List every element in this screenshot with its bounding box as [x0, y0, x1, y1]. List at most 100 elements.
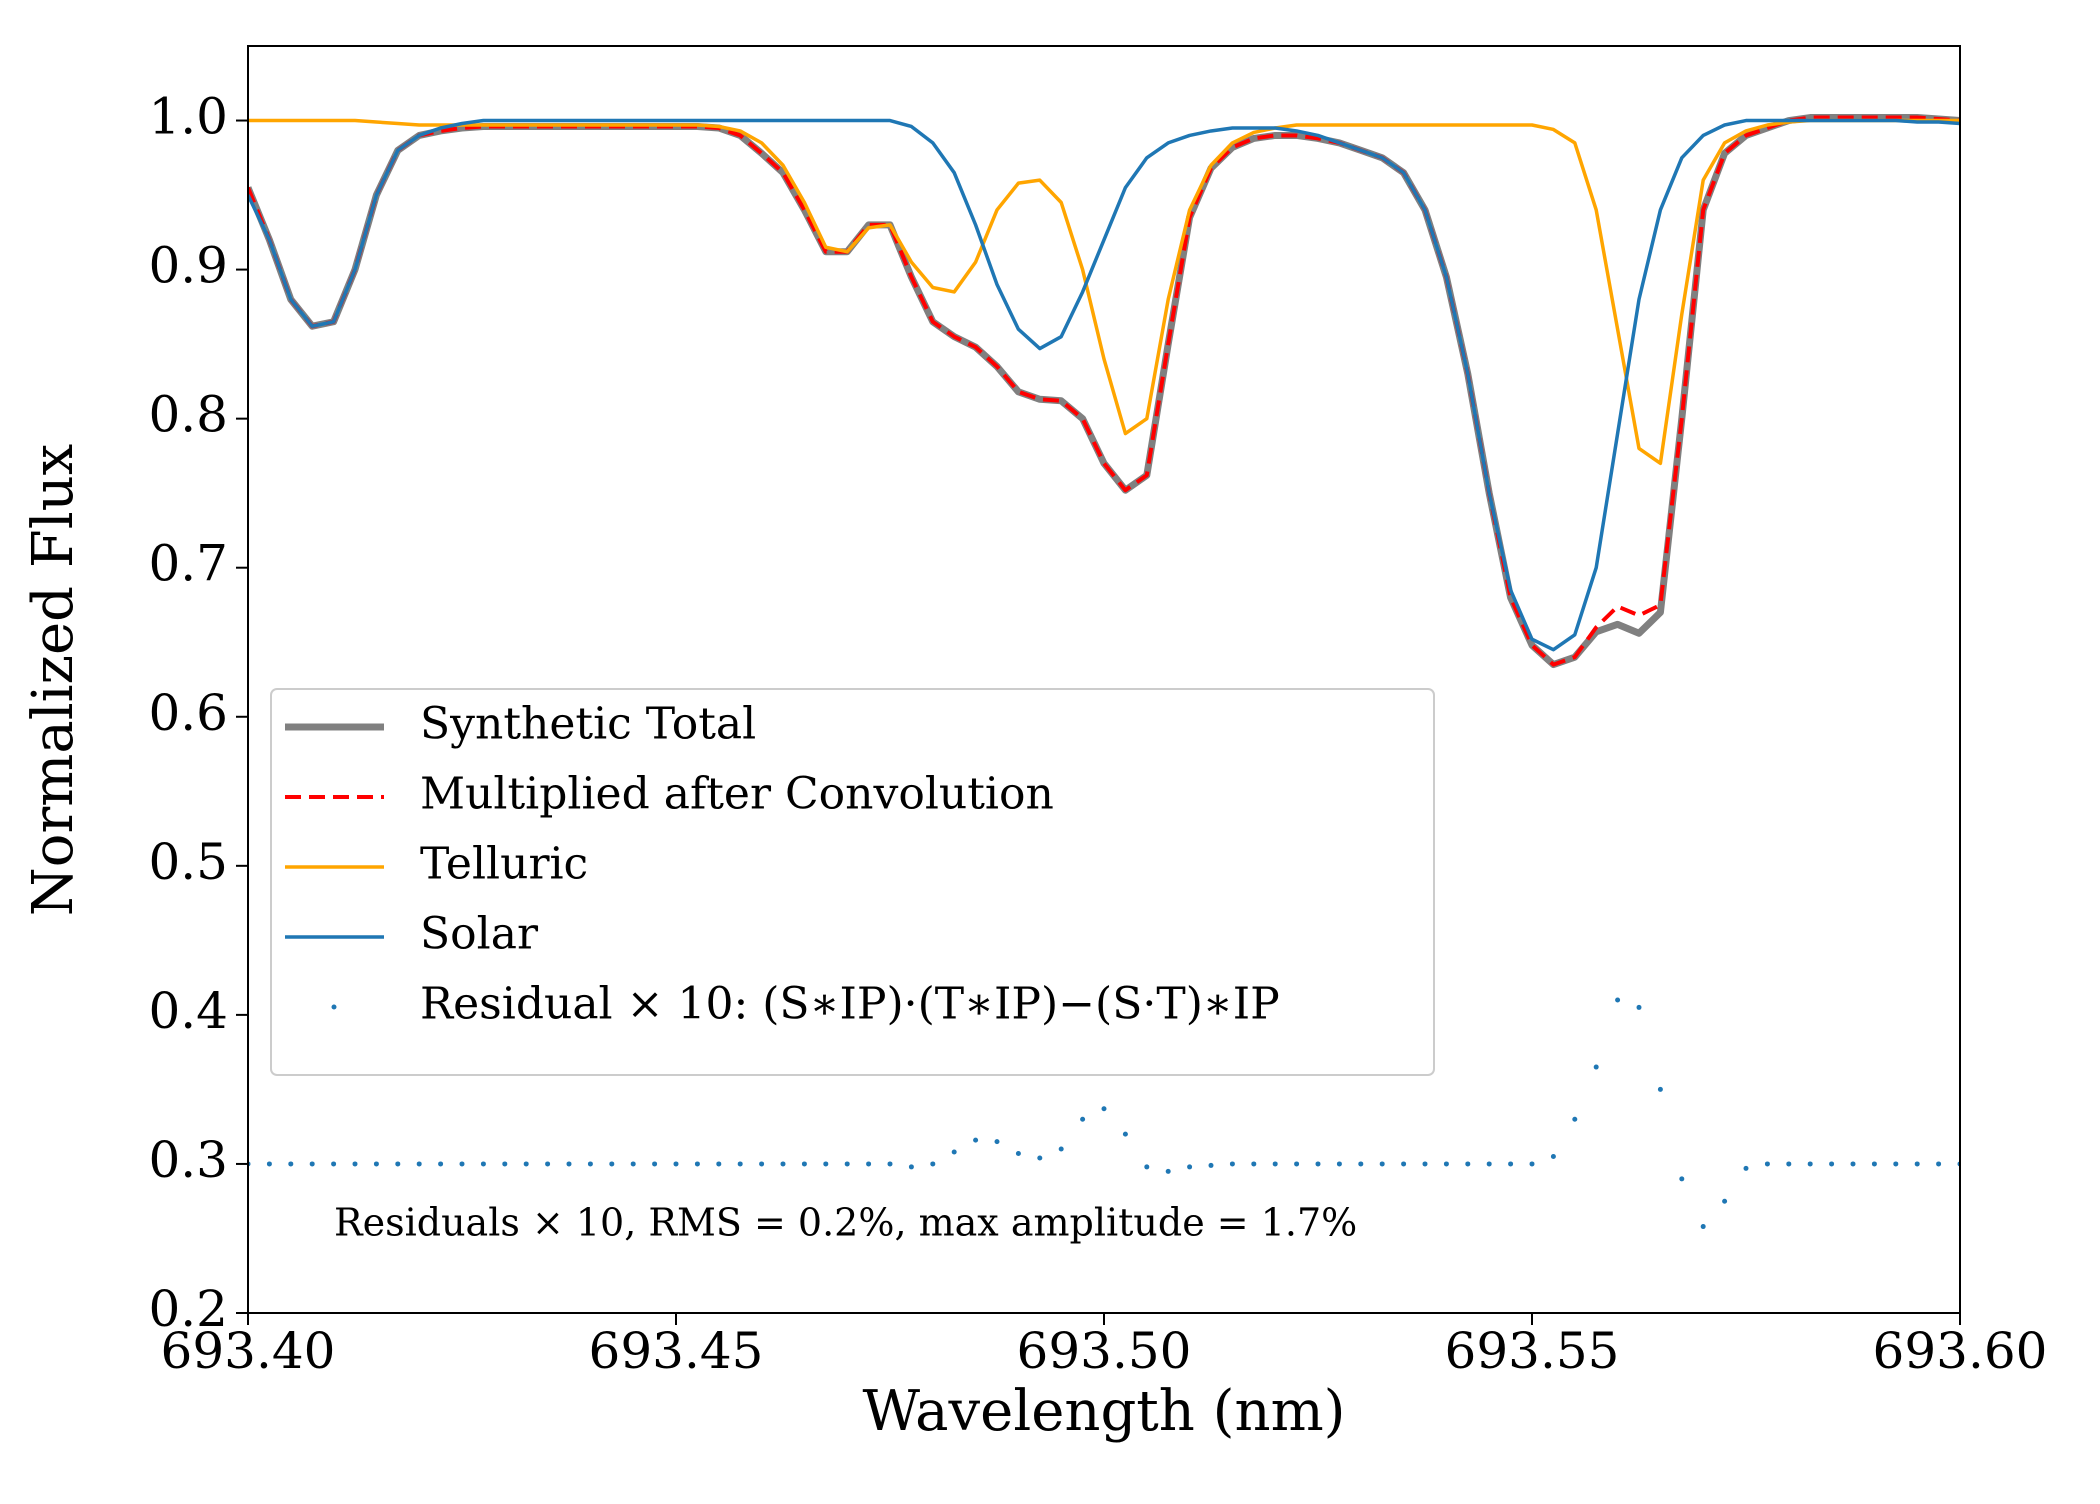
residual-point	[1615, 997, 1621, 1003]
legend-marker	[331, 1004, 337, 1010]
residual-point	[1936, 1161, 1942, 1167]
residual-point	[1058, 1146, 1064, 1152]
y-tick-label: 0.9	[148, 237, 228, 295]
y-axis-label: Normalized Flux	[21, 444, 86, 917]
residual-point	[395, 1161, 401, 1167]
residual-point	[587, 1161, 593, 1167]
residual-point	[480, 1161, 486, 1167]
legend-label: Multiplied after Convolution	[420, 769, 1054, 820]
x-tick-label: 693.55	[1445, 1322, 1620, 1380]
residual-point	[823, 1161, 829, 1167]
residual-point	[1122, 1131, 1128, 1137]
legend: Synthetic Total Multiplied after Convolut…	[270, 688, 1435, 1076]
residual-point	[352, 1161, 358, 1167]
residual-point	[716, 1161, 722, 1167]
y-tick-label: 0.8	[148, 386, 228, 444]
residual-point	[1914, 1161, 1920, 1167]
residual-point	[801, 1161, 807, 1167]
residual-point	[1465, 1161, 1471, 1167]
residual-point	[1679, 1176, 1685, 1182]
residual-point	[1657, 1086, 1663, 1092]
residual-point	[1529, 1161, 1535, 1167]
residual-point	[951, 1149, 957, 1155]
residual-point	[908, 1164, 914, 1170]
y-tick-label: 0.7	[148, 535, 228, 593]
residual-point	[288, 1161, 294, 1167]
residual-point	[1550, 1153, 1556, 1159]
residual-point	[1144, 1164, 1150, 1170]
x-tick-label: 693.40	[161, 1322, 336, 1380]
residual-point	[609, 1161, 615, 1167]
residual-point	[1508, 1161, 1514, 1167]
residual-point	[416, 1161, 422, 1167]
residual-point	[1850, 1161, 1856, 1167]
residual-point	[1015, 1151, 1021, 1157]
residual-point	[459, 1161, 465, 1167]
legend-frame	[270, 688, 1435, 1076]
residual-point	[844, 1161, 850, 1167]
residual-point	[737, 1161, 743, 1167]
y-tick-label: 0.3	[148, 1131, 228, 1189]
residual-point	[994, 1139, 1000, 1145]
residual-point	[566, 1161, 572, 1167]
residual-point	[652, 1161, 658, 1167]
residual-point	[1593, 1064, 1599, 1070]
residual-point	[1165, 1168, 1171, 1174]
residual-point	[1764, 1161, 1770, 1167]
x-tick-label: 693.60	[1873, 1322, 2048, 1380]
residual-point	[973, 1137, 979, 1143]
residual-point	[1037, 1155, 1043, 1161]
plot-area	[248, 114, 1960, 1230]
residual-point	[930, 1161, 936, 1167]
y-tick-label: 1.0	[148, 88, 228, 146]
residual-point	[1486, 1161, 1492, 1167]
residual-point	[673, 1161, 679, 1167]
annotation: Residuals × 10, RMS = 0.2%, max amplitud…	[334, 1201, 1357, 1245]
residual-point	[266, 1161, 272, 1167]
series-line	[248, 118, 1960, 466]
residual-point	[331, 1161, 337, 1167]
residual-point	[630, 1161, 636, 1167]
residual-point	[1722, 1198, 1728, 1204]
residual-point	[1379, 1161, 1385, 1167]
residual-point	[1443, 1161, 1449, 1167]
residual-point	[545, 1161, 551, 1167]
y-tick-label: 0.6	[148, 684, 228, 742]
residual-point	[1251, 1161, 1257, 1167]
residual-point	[438, 1161, 444, 1167]
residual-point	[1700, 1224, 1706, 1230]
residual-point	[373, 1161, 379, 1167]
residual-point	[1422, 1161, 1428, 1167]
residual-point	[780, 1161, 786, 1167]
residual-point	[1893, 1161, 1899, 1167]
legend-label: Residual × 10: (S∗IP)·(T∗IP)−(S·T)∗IP	[420, 979, 1280, 1030]
y-tick-label: 0.4	[148, 982, 228, 1040]
residual-point	[887, 1161, 893, 1167]
y-tick-label: 0.2	[148, 1280, 228, 1338]
residual-point	[1572, 1116, 1578, 1122]
y-tick-label: 0.5	[148, 833, 228, 891]
residual-point	[694, 1161, 700, 1167]
x-tick-label: 693.50	[1017, 1322, 1192, 1380]
residual-point	[1101, 1106, 1107, 1112]
residual-point	[1208, 1162, 1214, 1168]
residual-point	[1080, 1116, 1086, 1122]
legend-label: Solar	[420, 909, 539, 960]
series-line	[248, 114, 1960, 669]
legend-label: Synthetic Total	[420, 699, 756, 750]
residual-point	[1786, 1161, 1792, 1167]
x-axis-label: Wavelength (nm)	[862, 1379, 1345, 1444]
residual-point	[1315, 1161, 1321, 1167]
residual-point	[1294, 1161, 1300, 1167]
series-line	[248, 118, 1960, 652]
residual-point	[1871, 1161, 1877, 1167]
residual-point	[1187, 1164, 1193, 1170]
residual-point	[1272, 1161, 1278, 1167]
residual-point	[1743, 1165, 1749, 1171]
residual-point	[1401, 1161, 1407, 1167]
residual-point	[1636, 1004, 1642, 1010]
series-line	[248, 115, 1960, 667]
residual-point	[523, 1161, 529, 1167]
